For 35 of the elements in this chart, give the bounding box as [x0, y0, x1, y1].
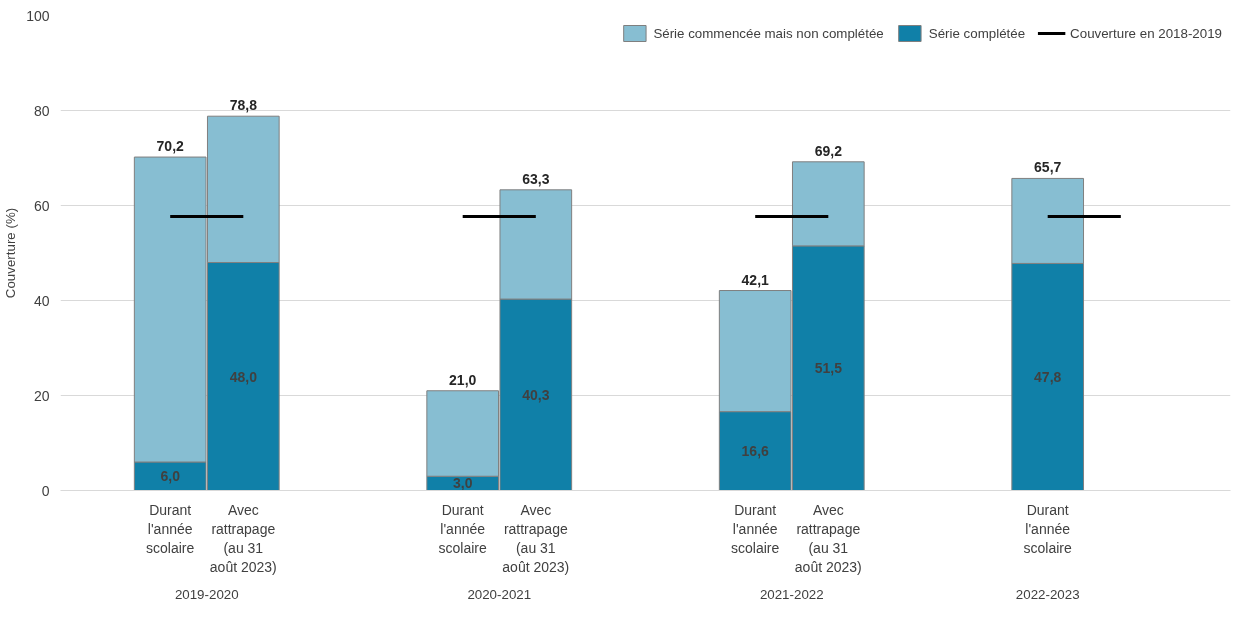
y-tick-label: 40: [33, 292, 50, 309]
x-tick-label: Avec rattrapage (au 31 août 2023): [209, 501, 277, 576]
data-label: 6,0: [160, 468, 181, 485]
x-tick-label: Avec rattrapage (au 31 août 2023): [794, 501, 862, 576]
x-tick-label: Avec rattrapage (au 31 août 2023): [502, 501, 570, 576]
legend-label: Série complétée: [928, 25, 1026, 41]
total-label: 78,8: [229, 97, 258, 114]
text: 2021-2022: [759, 586, 824, 602]
total-label: 70,2: [156, 138, 185, 155]
data-label: 16,6: [741, 443, 770, 460]
text: 2019-2020: [174, 586, 239, 602]
x-tick-label: Durant l'année scolaire: [1023, 501, 1073, 556]
text: 2020-2021: [467, 586, 532, 602]
x-tick-label: Durant l'année scolaire: [146, 501, 195, 556]
data-label: 40,3: [522, 386, 550, 403]
y-tick-label: 0: [41, 482, 50, 499]
y-tick-label: 20: [33, 387, 50, 404]
data-label: 3,0: [452, 475, 473, 492]
data-label: 48,0: [229, 368, 258, 385]
legend-label: Couverture en 2018-2019: [1070, 25, 1222, 41]
total-label: 42,1: [741, 271, 770, 288]
total-label: 21,0: [449, 371, 477, 388]
total-label: 65,7: [1034, 159, 1062, 176]
total-label: 69,2: [814, 142, 843, 159]
y-axis-title: Couverture (%): [3, 207, 19, 299]
total-label: 63,3: [522, 170, 550, 187]
y-tick-label: 80: [33, 102, 50, 119]
x-tick-label: Durant l'année scolaire: [438, 501, 488, 556]
data-label: 51,5: [814, 360, 843, 377]
y-tick-label: 60: [33, 197, 50, 214]
text: 2022-2023: [1015, 586, 1080, 602]
data-label: 47,8: [1034, 368, 1062, 385]
legend-label: Série commencée mais non complétée: [653, 25, 884, 41]
y-tick-label: 100: [26, 7, 50, 24]
x-tick-label: Durant l'année scolaire: [731, 501, 780, 556]
